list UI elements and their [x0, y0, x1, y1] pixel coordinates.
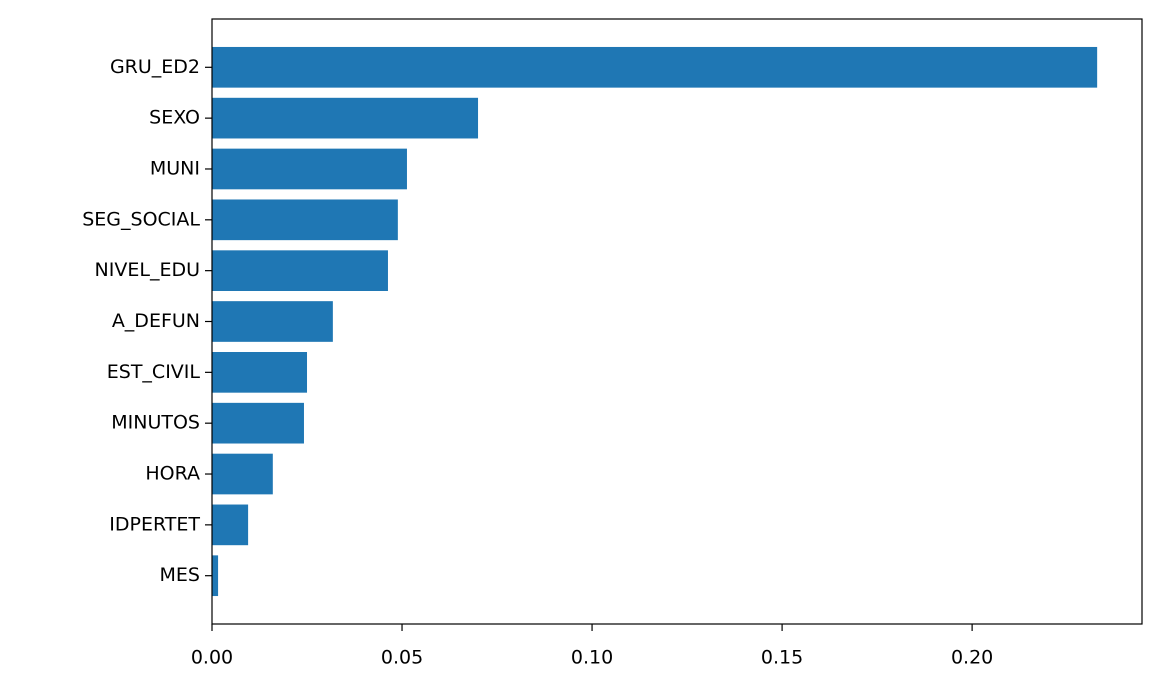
x-tick-label: 0.15	[761, 647, 803, 669]
y-tick-label: MES	[160, 564, 200, 586]
y-tick-label: NIVEL_EDU	[95, 259, 200, 281]
y-tick-label: SEG_SOCIAL	[82, 208, 200, 230]
bar	[212, 301, 333, 342]
y-tick-label: MUNI	[150, 157, 200, 179]
bar	[212, 46, 1098, 88]
bar	[212, 402, 304, 444]
bar	[212, 97, 479, 139]
y-tick-label: MINUTOS	[111, 412, 200, 434]
x-tick-label: 0.00	[191, 647, 233, 669]
bar	[212, 504, 249, 546]
x-tick-label: 0.10	[571, 647, 613, 669]
y-tick-label: SEXO	[149, 107, 200, 129]
bar	[212, 453, 273, 495]
y-tick-label: IDPERTET	[109, 513, 200, 535]
bar	[212, 148, 407, 190]
y-tick-label: HORA	[145, 463, 200, 485]
bar	[212, 250, 388, 291]
bar	[212, 352, 308, 393]
x-tick-label: 0.05	[381, 647, 423, 669]
y-tick-label: GRU_ED2	[110, 56, 200, 78]
bar	[212, 199, 398, 241]
bar	[212, 555, 219, 597]
plot-frame	[211, 18, 1143, 625]
x-tick-label: 0.20	[951, 647, 993, 669]
y-tick-label: A_DEFUN	[112, 310, 200, 332]
y-tick-label: EST_CIVIL	[107, 361, 201, 383]
